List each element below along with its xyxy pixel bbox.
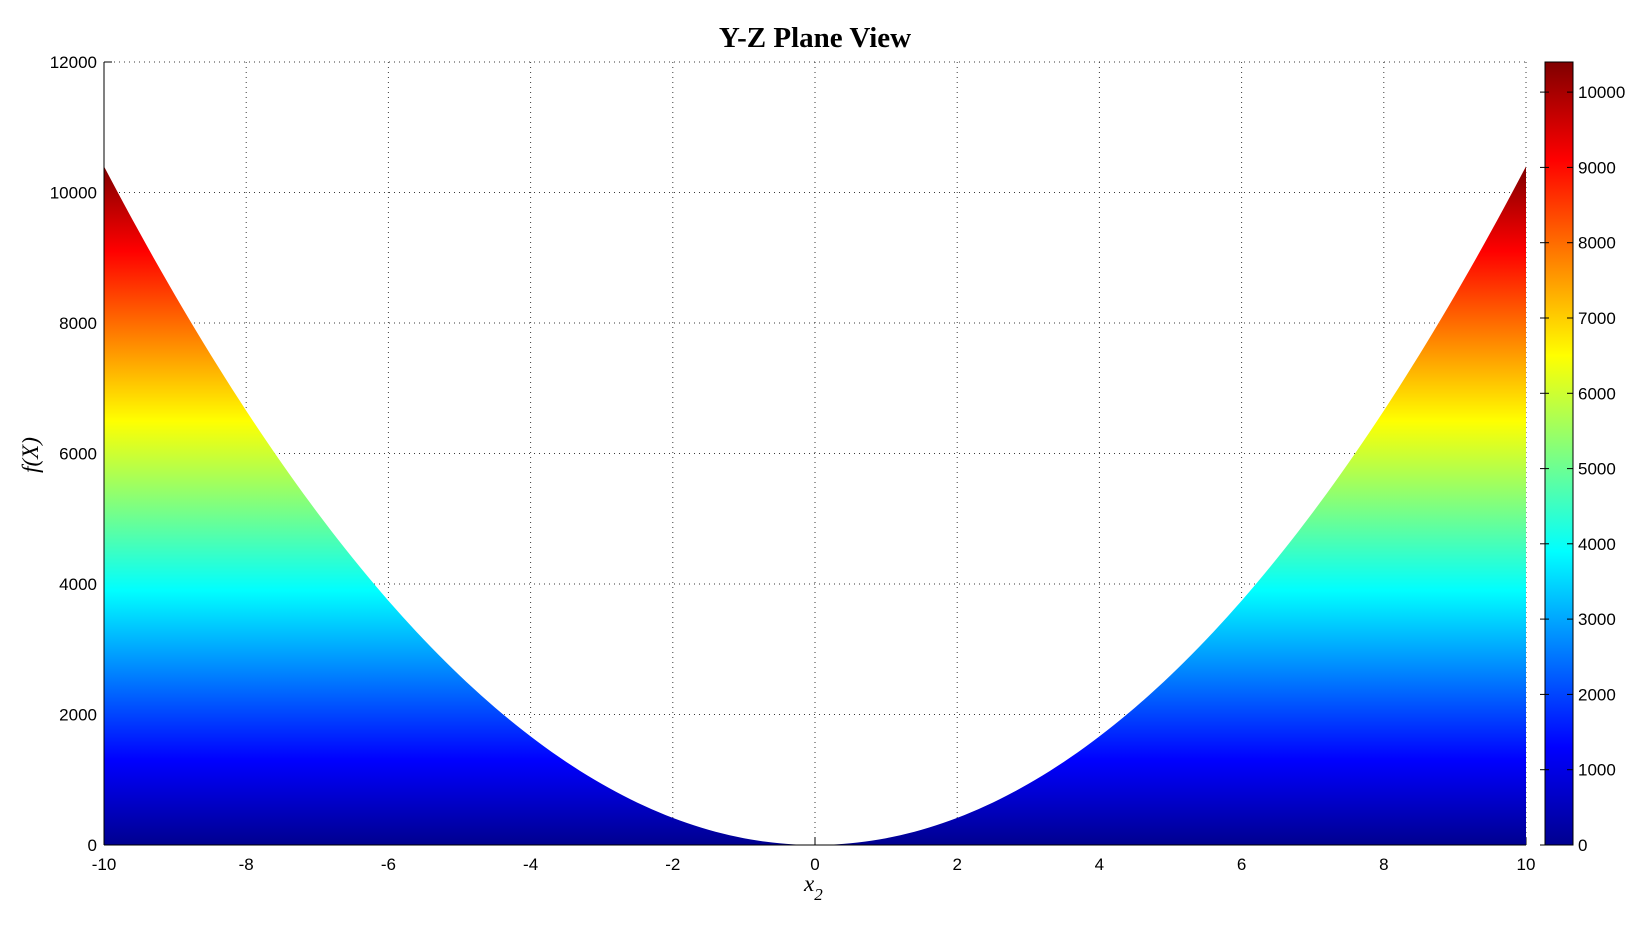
colorbar-tick-label: 0 bbox=[1578, 836, 1587, 855]
x-tick-label: 10 bbox=[1517, 855, 1536, 874]
x-tick-label: 0 bbox=[810, 855, 819, 874]
colorbar-tick-label: 1000 bbox=[1578, 761, 1616, 780]
y-tick-label: 4000 bbox=[59, 575, 97, 594]
colorbar-tick-label: 6000 bbox=[1578, 384, 1616, 403]
x-tick-label: -6 bbox=[381, 855, 396, 874]
chart-title: Y-Z Plane View bbox=[719, 22, 911, 54]
x-tick-label: -8 bbox=[239, 855, 254, 874]
x-tick-label: -2 bbox=[665, 855, 680, 874]
x-tick-label: 6 bbox=[1237, 855, 1246, 874]
y-tick-label: 2000 bbox=[59, 706, 97, 725]
y-tick-label: 0 bbox=[88, 836, 97, 855]
x-axis-label-base: x bbox=[803, 871, 815, 896]
colorbar-tick-label: 8000 bbox=[1578, 234, 1616, 253]
colorbar-border bbox=[1544, 61, 1574, 846]
colorbar-gradient bbox=[1545, 62, 1573, 845]
colorbar-tick-label: 9000 bbox=[1578, 158, 1616, 177]
x-tick-label: -10 bbox=[92, 855, 117, 874]
surface-silhouette-fill bbox=[104, 166, 1526, 845]
x-tick-label: 2 bbox=[952, 855, 961, 874]
colorbar-tick-label: 10000 bbox=[1578, 83, 1625, 102]
x-tick-label: 4 bbox=[1095, 855, 1104, 874]
x-axis-label: x2 bbox=[803, 871, 823, 904]
x-tick-label: 8 bbox=[1379, 855, 1388, 874]
y-tick-label: 6000 bbox=[59, 445, 97, 464]
y-tick-label: 10000 bbox=[50, 184, 97, 203]
y-axis-label: f(X) bbox=[18, 437, 43, 473]
x-axis-tick-labels: -10 -8 -6 -4 -2 0 2 4 6 8 10 bbox=[92, 855, 1536, 874]
colorbar-tick-label: 3000 bbox=[1578, 610, 1616, 629]
y-tick-label: 12000 bbox=[50, 53, 97, 72]
colorbar-tick-label: 5000 bbox=[1578, 460, 1616, 479]
y-axis-tick-labels: 0 2000 4000 6000 8000 10000 12000 bbox=[50, 53, 97, 855]
x-axis-label-subscript: 2 bbox=[814, 885, 823, 904]
colorbar-tick-label: 2000 bbox=[1578, 685, 1616, 704]
colorbar: 0 1000 2000 3000 4000 5000 6000 7000 8000 9000 100… bbox=[1540, 61, 1625, 855]
y-tick-label: 8000 bbox=[59, 314, 97, 333]
colorbar-tick-label: 7000 bbox=[1578, 309, 1616, 328]
colorbar-tick-label: 4000 bbox=[1578, 535, 1616, 554]
x-tick-label: -4 bbox=[523, 855, 538, 874]
axis-lines bbox=[103, 62, 1526, 846]
